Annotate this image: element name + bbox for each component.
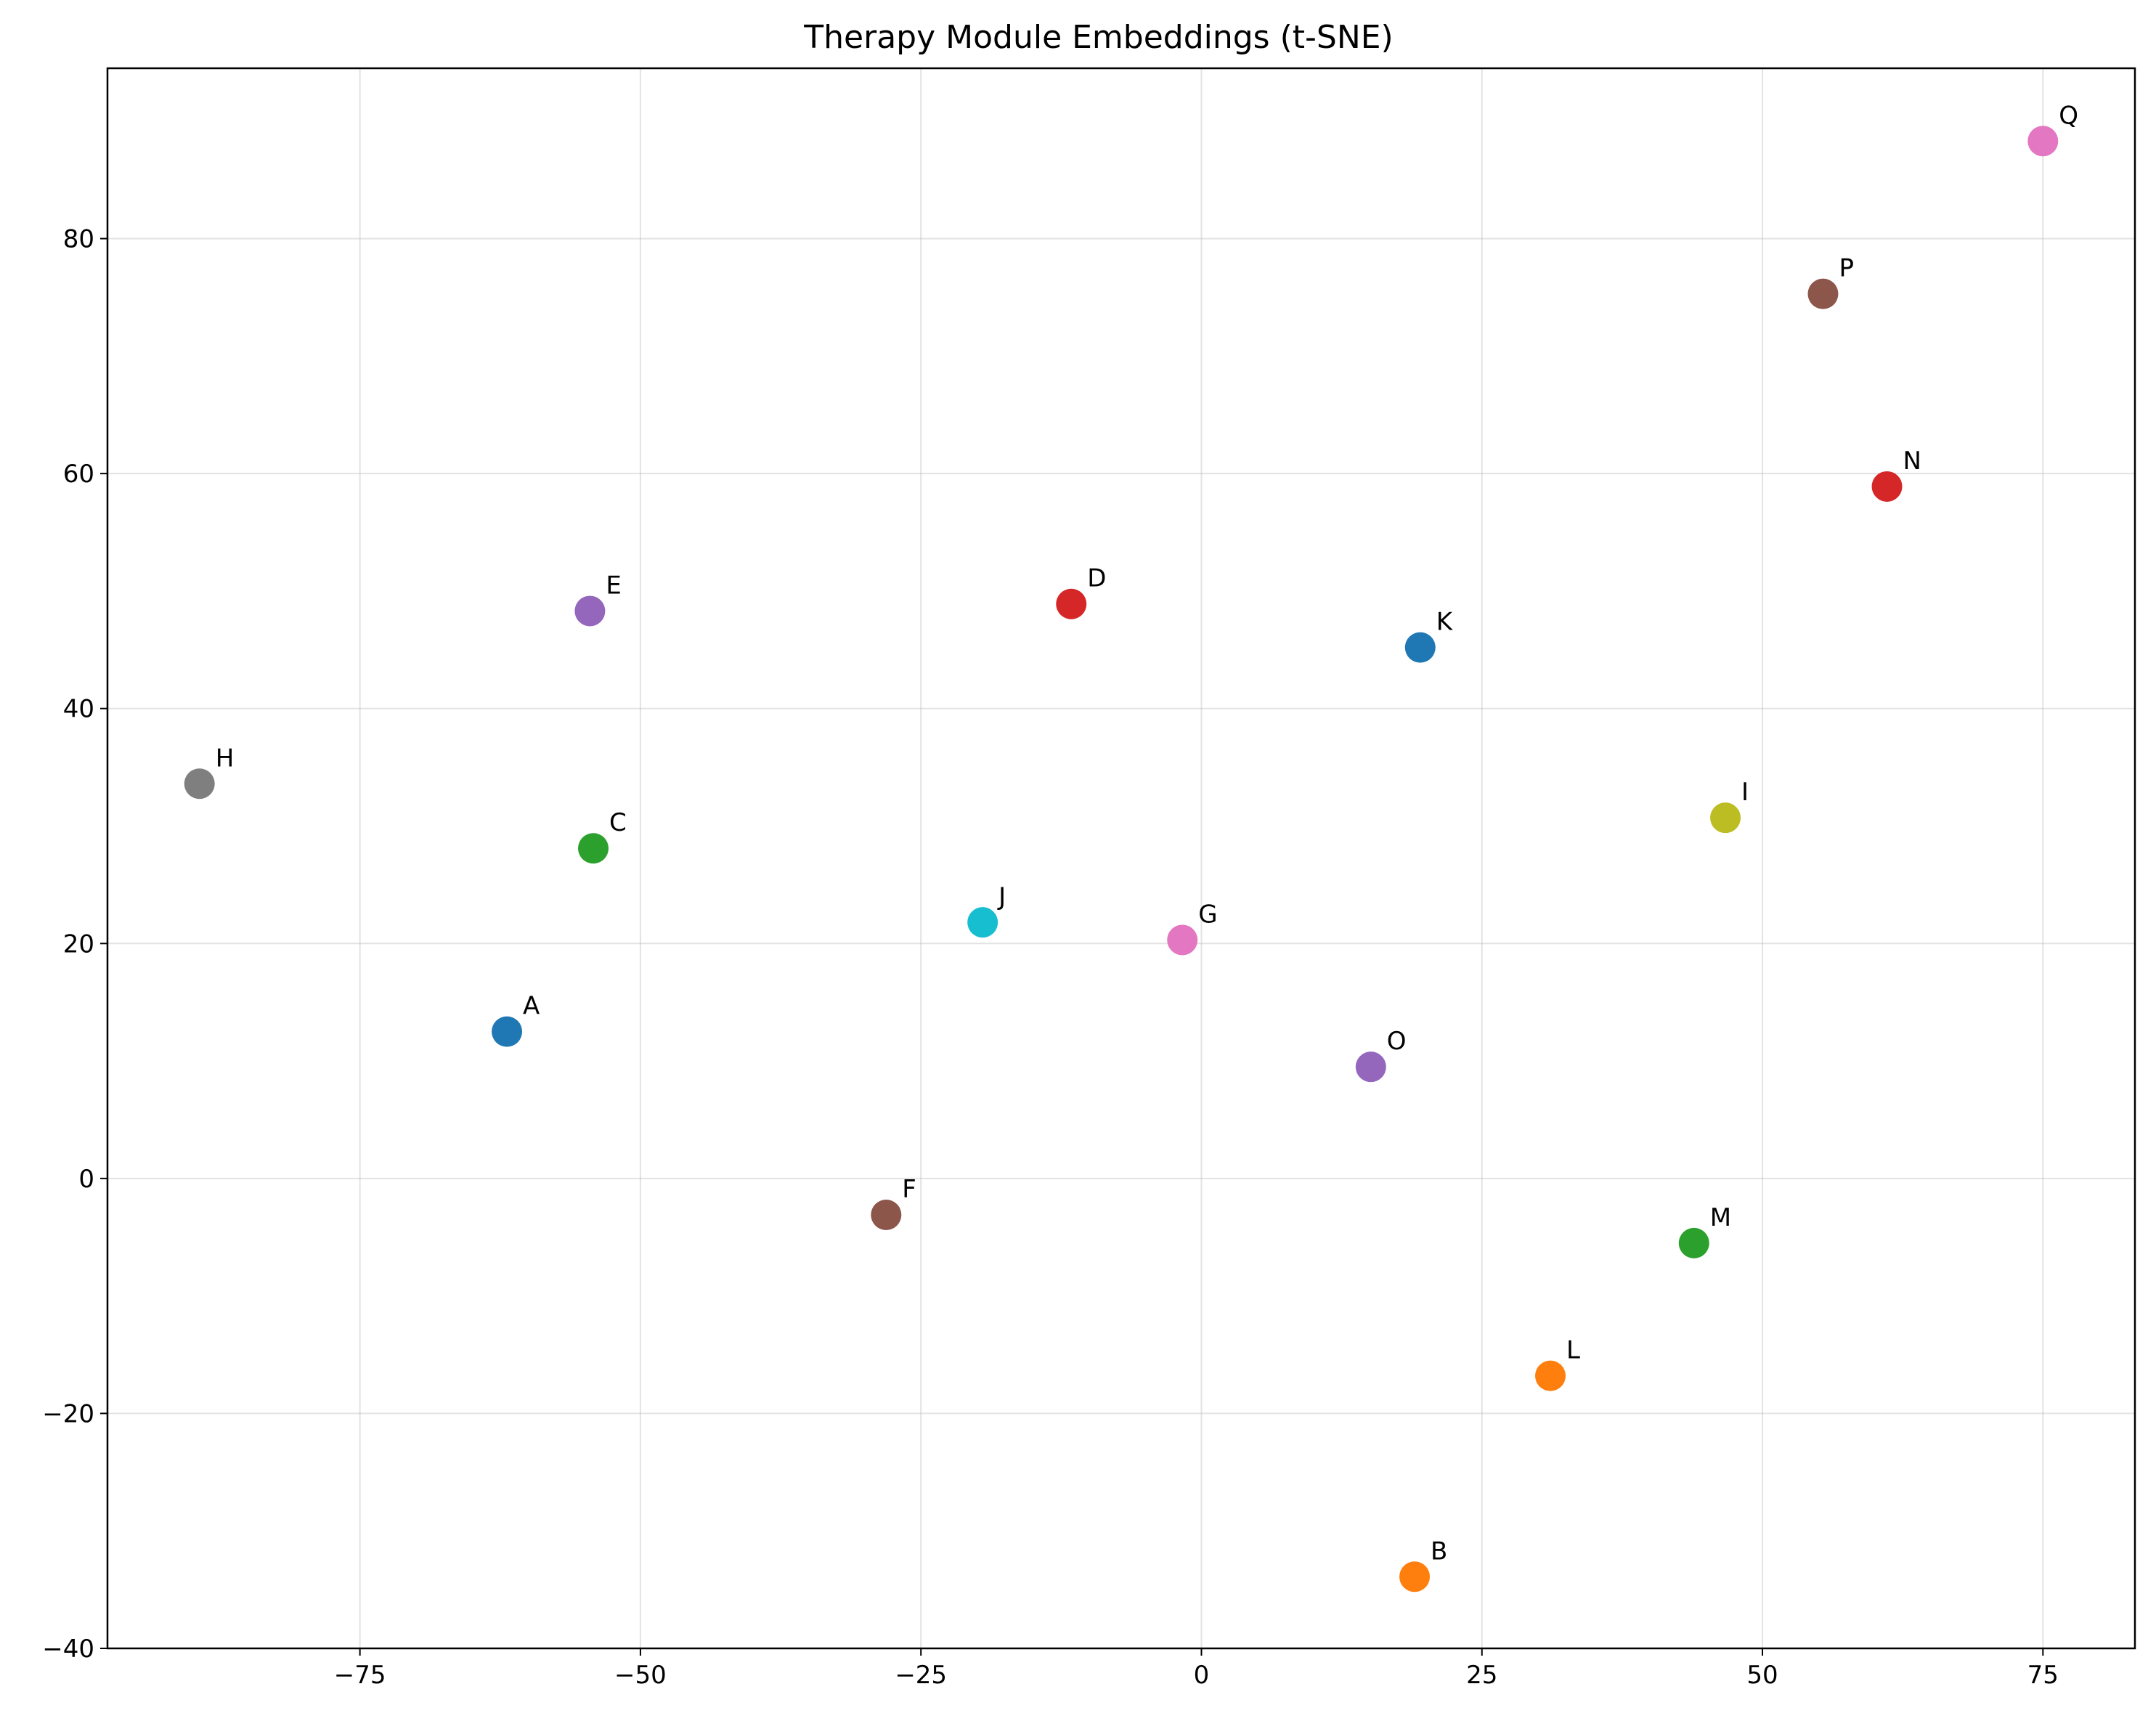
axes: −75 −50 −25 0 25 50 75 −40 −20 0 20 40 60 80	[42, 225, 2059, 1690]
x-tick-label: −75	[334, 1661, 386, 1690]
point-label-g: G	[1198, 900, 1217, 929]
point-label-q: Q	[2059, 101, 2078, 130]
data-point-c	[578, 833, 609, 864]
data-point-q	[2027, 126, 2059, 157]
data-point-f	[871, 1200, 902, 1231]
point-label-l: L	[1566, 1336, 1580, 1365]
data-point-p	[1807, 278, 1839, 309]
y-tick-label: 20	[63, 929, 94, 959]
point-label-n: N	[1903, 447, 1921, 476]
data-point-h	[184, 768, 215, 800]
plot-frame	[106, 67, 2136, 1650]
point-label-b: B	[1431, 1537, 1447, 1566]
point-label-o: O	[1387, 1027, 1407, 1056]
point-label-j: J	[997, 882, 1006, 911]
point-label-i: I	[1741, 778, 1749, 807]
data-point-g	[1167, 924, 1198, 956]
y-tick-label: −20	[42, 1399, 94, 1428]
y-tick-label: 0	[78, 1165, 94, 1194]
point-label-d: D	[1087, 564, 1106, 593]
x-tick-label: 0	[1194, 1661, 1210, 1690]
x-tick-label: 50	[1746, 1661, 1778, 1690]
data-point-e	[574, 595, 606, 627]
point-label-e: E	[606, 571, 621, 600]
data-point-i	[1710, 802, 1741, 834]
x-tick-label: −25	[895, 1661, 947, 1690]
point-label-f: F	[902, 1175, 916, 1204]
y-tick-label: 40	[63, 695, 94, 724]
data-point-o	[1355, 1051, 1386, 1083]
grid	[107, 68, 2135, 1649]
point-label-a: A	[523, 992, 540, 1021]
point-label-p: P	[1839, 254, 1854, 283]
y-tick-label: 80	[63, 225, 94, 254]
data-point-j	[967, 907, 998, 938]
data-point-d	[1056, 588, 1087, 619]
point-label-h: H	[216, 744, 235, 773]
data-point-n	[1871, 471, 1903, 502]
data-point-l	[1535, 1360, 1566, 1391]
point-label-m: M	[1710, 1203, 1731, 1232]
x-tick-label: 25	[1466, 1661, 1497, 1690]
point-label-c: C	[609, 808, 627, 837]
data-point-k	[1404, 632, 1436, 663]
point-label-k: K	[1436, 608, 1454, 637]
data-point-a	[492, 1016, 523, 1047]
x-tick-label: −50	[614, 1661, 667, 1690]
data-point-m	[1678, 1227, 1709, 1258]
point-labels: A B C D E F G H I J K L M N O P Q	[216, 101, 2078, 1566]
data-points	[184, 126, 2059, 1592]
y-tick-label: 60	[63, 460, 94, 489]
y-tick-label: −40	[42, 1635, 94, 1664]
data-point-b	[1399, 1561, 1431, 1592]
chart-title: Therapy Module Embeddings (t-SNE)	[803, 19, 1393, 56]
x-tick-label: 75	[2027, 1661, 2059, 1690]
